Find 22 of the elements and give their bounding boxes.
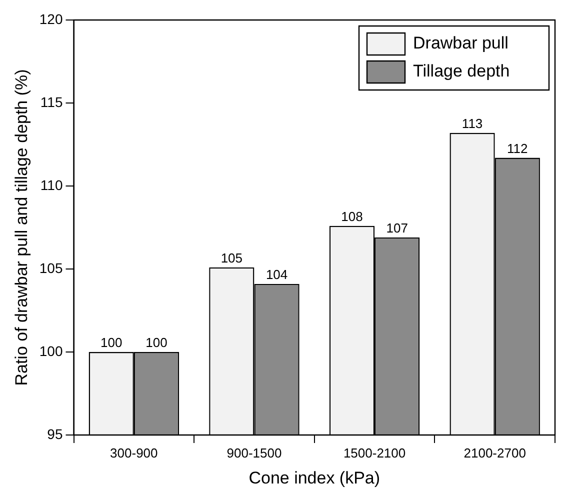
data-label: 104 — [266, 267, 288, 282]
data-label: 112 — [507, 140, 528, 156]
data-label: 108 — [341, 208, 363, 224]
x-axis-title: Cone index (kPa) — [248, 468, 380, 488]
x-tick-label: 900-1500 — [226, 445, 282, 460]
y-axis-title: Ratio of drawbar pull and tillage depth (%) — [12, 69, 31, 386]
data-label: 107 — [386, 220, 408, 236]
legend-label: Tillage depth — [413, 62, 510, 81]
data-label: 105 — [220, 250, 243, 266]
x-tick-label: 1500-2100 — [343, 445, 406, 460]
y-tick-label: 100 — [39, 342, 63, 359]
y-tick-label: 105 — [39, 260, 63, 276]
x-tick-label: 300-900 — [110, 445, 158, 460]
x-tick-label: 2100-2700 — [464, 445, 526, 460]
y-tick-label: 95 — [47, 426, 63, 442]
y-tick-label: 110 — [40, 176, 63, 193]
legend-label: Drawbar pull — [413, 34, 508, 53]
y-tick-label: 120 — [39, 10, 63, 27]
data-label: 100 — [146, 335, 168, 350]
y-tick-label: 115 — [40, 94, 63, 110]
data-label: 113 — [462, 116, 483, 131]
data-label: 100 — [100, 335, 122, 350]
